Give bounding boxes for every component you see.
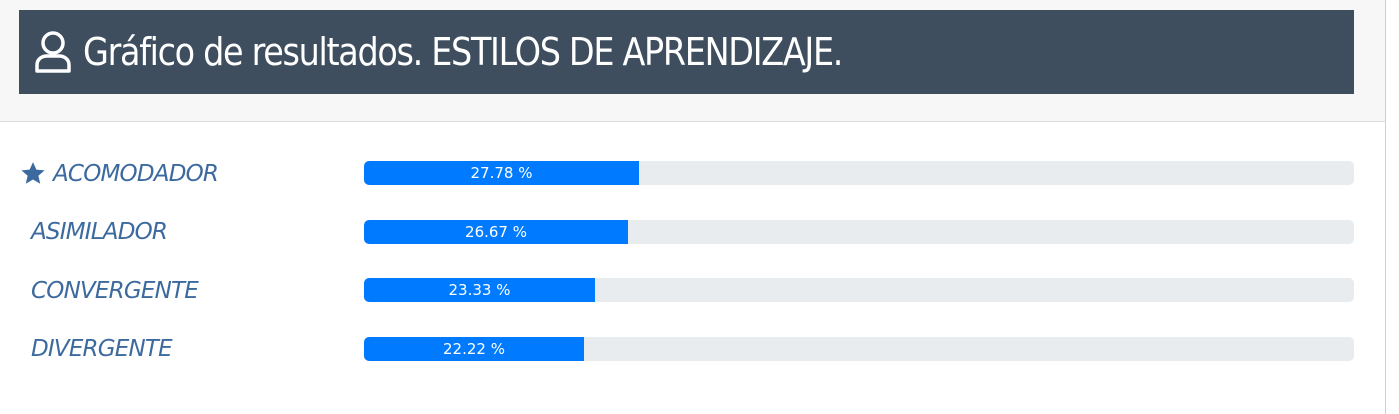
user-icon: [33, 29, 73, 75]
progress-bar: 27.78 %: [364, 161, 640, 185]
progress-bar: 26.67 %: [364, 219, 629, 244]
page-header: Gráfico de resultados. ESTILOS DE APREND…: [19, 10, 1354, 94]
row-label-wrap: DIVERGENTE: [19, 326, 173, 374]
row-label-wrap: ACOMODADOR: [19, 150, 219, 198]
value-label: 23.33 %: [448, 281, 511, 299]
value-label: 27.78 %: [470, 164, 533, 182]
progress-track: 22.22 %: [364, 336, 1354, 361]
page-title: Gráfico de resultados. ESTILOS DE APREND…: [83, 30, 843, 74]
category-label: ASIMILADOR: [31, 219, 168, 245]
progress-track: 27.78 %: [364, 161, 1354, 185]
category-label: CONVERGENTE: [31, 277, 199, 304]
category-label: ACOMODADOR: [53, 160, 219, 187]
chart-row: CONVERGENTE 23.33 %: [0, 267, 1385, 315]
scrollbar-edge[interactable]: [1385, 0, 1399, 414]
row-label-wrap: CONVERGENTE: [19, 267, 199, 315]
progress-track: 26.67 %: [364, 219, 1354, 244]
chart-row: ASIMILADOR 26.67 %: [0, 209, 1385, 257]
value-label: 26.67 %: [465, 222, 527, 241]
chart-row: DIVERGENTE 22.22 %: [0, 326, 1385, 374]
progress-bar: 22.22 %: [364, 336, 584, 361]
value-label: 22.22 %: [443, 339, 505, 358]
row-label-wrap: ASIMILADOR: [19, 209, 168, 257]
progress-bar: 23.33 %: [364, 278, 595, 302]
star-icon: [21, 162, 45, 184]
category-label: DIVERGENTE: [31, 336, 173, 362]
progress-track: 23.33 %: [364, 278, 1354, 302]
chart-row: ACOMODADOR 27.78 %: [0, 150, 1385, 198]
